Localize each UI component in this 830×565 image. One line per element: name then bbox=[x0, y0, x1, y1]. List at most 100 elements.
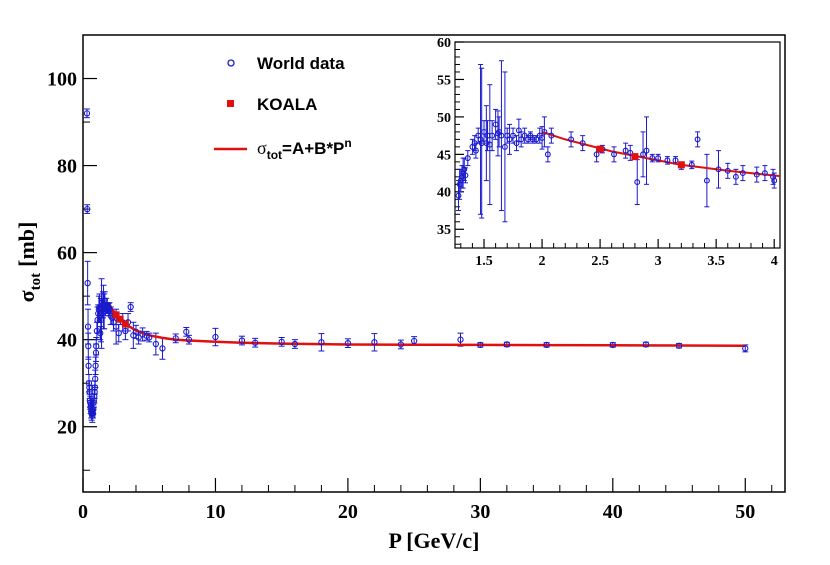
main-axis-ticks bbox=[82, 34, 773, 492]
inset-world-data-point bbox=[506, 136, 513, 143]
main-x-tick-label: 50 bbox=[735, 501, 755, 523]
inset-world-data-point bbox=[579, 140, 586, 147]
inset-world-data-point bbox=[611, 151, 617, 158]
inset-tick-labels: 1.5 2 2.5 3 3.5 4 35 40 45 50 55 60 bbox=[437, 36, 778, 269]
inset-y-tick-label: 55 bbox=[437, 73, 451, 88]
main-world-data-point bbox=[457, 336, 464, 343]
inset-world-data-point bbox=[627, 149, 634, 156]
inset-error-bars bbox=[455, 60, 777, 223]
main-world-data-point bbox=[83, 110, 91, 117]
main-world-data-point bbox=[146, 334, 153, 341]
inset-world-data-point bbox=[724, 167, 731, 174]
inset-world-data-point bbox=[492, 121, 499, 128]
inset-world-data-point bbox=[483, 140, 490, 147]
main-world-data-point bbox=[252, 339, 259, 346]
main-world-data-point bbox=[93, 343, 100, 350]
inset-koala-point bbox=[631, 153, 639, 161]
main-fit-line bbox=[108, 304, 746, 348]
inset-y-tick-label: 50 bbox=[437, 111, 451, 126]
inset-world-data-point bbox=[513, 140, 520, 147]
legend-fit-sigma: σ bbox=[257, 138, 267, 158]
legend-marker-koala bbox=[227, 100, 234, 107]
main-world-data-point bbox=[212, 333, 219, 341]
inset-y-tick-label: 35 bbox=[437, 223, 451, 238]
main-world-data-point bbox=[183, 328, 190, 335]
inset-world-data-point bbox=[753, 171, 760, 178]
inset-world-data-point bbox=[622, 147, 629, 154]
main-koala-point bbox=[121, 320, 129, 328]
main-world-data-point bbox=[127, 303, 134, 311]
main-world-data-point bbox=[92, 375, 99, 382]
main-world-data-point bbox=[90, 397, 98, 404]
main-world-data-point bbox=[84, 323, 92, 330]
main-y-tick-label: 20 bbox=[57, 417, 77, 439]
main-y-tick-label: 40 bbox=[57, 330, 77, 352]
legend-marker-world-data bbox=[227, 59, 235, 67]
inset-y-tick-label: 40 bbox=[437, 186, 451, 201]
inset-world-data-point bbox=[501, 143, 508, 150]
inset-world-data-point bbox=[544, 151, 551, 158]
main-world-data-point bbox=[642, 341, 650, 348]
inset-y-tick-label: 60 bbox=[437, 36, 451, 51]
main-world-data-point bbox=[609, 341, 616, 349]
main-data-points bbox=[83, 110, 749, 419]
inset-world-data-point bbox=[593, 151, 600, 158]
inset-x-tick-label: 3 bbox=[655, 254, 662, 269]
main-world-data-point bbox=[132, 328, 140, 335]
inset-world-data-point bbox=[529, 136, 536, 143]
main-world-data-point bbox=[135, 334, 142, 341]
main-world-data-point bbox=[344, 339, 352, 347]
inset-world-data-point bbox=[771, 177, 778, 184]
inset-world-data-point bbox=[456, 181, 463, 188]
inset-world-data-point bbox=[471, 140, 478, 147]
inset-world-data-point bbox=[457, 177, 464, 184]
main-tick-labels: 0 10 20 30 40 50 20 40 60 80 100 bbox=[47, 69, 755, 523]
main-koala-point bbox=[112, 311, 120, 319]
inset-world-data-point bbox=[533, 136, 540, 143]
inset-background bbox=[447, 37, 783, 248]
inset-world-data-point bbox=[481, 128, 487, 135]
main-world-data-point bbox=[97, 316, 105, 324]
inset-world-data-point bbox=[739, 170, 746, 177]
legend-label-world-data: World data bbox=[257, 54, 345, 73]
inset-world-data-point bbox=[548, 132, 555, 139]
inset-world-data-point bbox=[732, 173, 739, 180]
main-y-tick-label: 60 bbox=[57, 243, 77, 265]
inset-x-tick-label: 2.5 bbox=[591, 254, 609, 269]
inset-world-data-point bbox=[484, 132, 491, 139]
inset-world-data-point bbox=[515, 127, 522, 134]
legend-fit-sup: n bbox=[344, 136, 351, 150]
inset-world-data-point bbox=[770, 173, 776, 180]
main-world-data-point bbox=[318, 339, 325, 346]
main-world-data-point bbox=[238, 337, 246, 344]
inset-world-data-point bbox=[498, 132, 505, 139]
main-x-tick-label: 30 bbox=[470, 501, 490, 523]
inset-world-data-point bbox=[640, 151, 646, 158]
inset-plot-frame bbox=[454, 41, 781, 249]
inset-y-tick-label: 45 bbox=[437, 148, 451, 163]
main-world-data-point bbox=[543, 341, 550, 349]
main-world-data-point bbox=[86, 388, 93, 396]
inset-world-data-point bbox=[489, 132, 496, 139]
legend-label-koala: KOALA bbox=[257, 95, 317, 114]
main-x-tick-label: 10 bbox=[205, 501, 225, 523]
legend-fit-formula: =A+B*P bbox=[282, 139, 344, 158]
main-world-data-point bbox=[95, 310, 102, 317]
main-world-data-point bbox=[91, 384, 99, 391]
main-world-data-point bbox=[85, 343, 92, 350]
inset-world-data-point bbox=[655, 155, 662, 162]
main-world-data-point bbox=[122, 327, 129, 335]
main-world-data-point bbox=[91, 393, 98, 400]
inset-world-data-point bbox=[477, 136, 484, 143]
y-axis-title-symbol: σ bbox=[14, 290, 39, 302]
legend-label-fit: σtot=A+B*Pn bbox=[257, 136, 352, 162]
main-world-data-point bbox=[106, 306, 113, 313]
main-world-data-point bbox=[89, 410, 97, 417]
main-plot-frame bbox=[82, 34, 786, 493]
inset-x-tick-label: 3.5 bbox=[707, 254, 725, 269]
main-world-data-point bbox=[84, 205, 91, 213]
inset-world-data-point bbox=[568, 136, 575, 143]
inset-world-data-point bbox=[688, 161, 695, 168]
